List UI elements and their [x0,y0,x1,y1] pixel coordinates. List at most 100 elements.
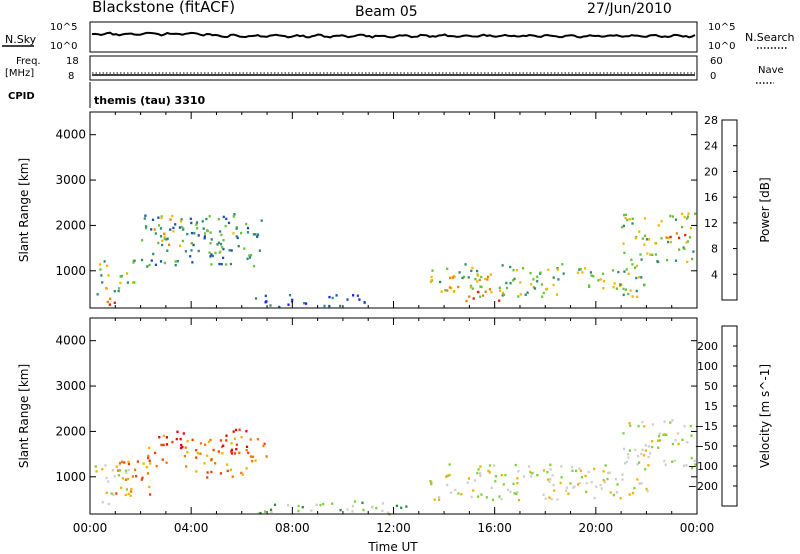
data-cell [160,443,163,447]
data-cell [248,254,251,257]
data-cell [429,280,432,284]
data-cell [246,257,249,260]
data-cell [356,294,359,297]
colorbar-tick-label: 200 [697,340,718,353]
data-cell [613,282,616,285]
data-cell [552,483,555,487]
data-cell [182,432,185,435]
data-cell [532,471,535,475]
x-tick-label: 00:00 [680,521,715,535]
data-cell [381,509,384,513]
data-cell [476,290,480,294]
data-cell [196,227,199,230]
data-cell [140,258,144,262]
data-cell [542,469,545,472]
data-cell [129,494,132,497]
data-cell [146,472,150,475]
data-cell [256,438,259,441]
data-cell [297,509,300,513]
data-cell [644,468,647,471]
colorbar-frame [721,119,738,301]
data-cell [315,503,318,506]
data-cell [462,275,466,279]
data-cell [438,498,441,502]
data-cell [519,281,522,284]
data-cell [658,439,662,442]
data-cell [504,473,507,477]
data-cell [127,468,130,472]
data-cell [485,496,488,499]
data-cell [629,289,632,292]
data-cell [446,267,449,270]
data-cell [654,242,657,245]
data-cell [132,261,135,264]
x-tick-label: 20:00 [579,521,614,535]
data-cell [172,230,175,233]
data-cell [622,293,625,297]
data-cell [579,268,582,271]
data-cell [454,488,457,492]
data-cell [677,442,680,446]
data-cell [219,230,222,233]
data-cell [176,430,179,433]
data-cell [186,440,189,443]
data-cell [479,474,482,477]
data-cell [622,287,625,291]
data-cell [540,283,544,286]
data-cell [305,302,308,305]
colorbar-tick-label: 28 [704,114,718,127]
data-cell [269,304,272,307]
data-cell [577,483,580,486]
velocity-colorbar-label: Velocity [m s^-1] [758,364,772,468]
data-cell [260,219,263,222]
data-cell [161,243,164,247]
data-cell [135,475,138,478]
data-cell [246,226,250,230]
data-cell [529,470,532,474]
data-cell [145,225,148,228]
data-cell [578,268,581,271]
data-cell [547,478,550,481]
data-cell [140,478,143,481]
data-cell [612,286,615,289]
data-cell [233,213,236,216]
data-cell [444,289,447,292]
data-cell [157,241,160,245]
data-cell [564,489,568,492]
data-cell [628,218,631,221]
data-cell [585,490,588,494]
data-cell [486,275,490,279]
data-cell [197,234,200,237]
data-cell [580,476,583,479]
data-cell [237,245,240,248]
data-cell [693,459,696,462]
data-cell [217,450,220,453]
data-cell [222,247,225,251]
data-cell [99,263,102,266]
data-cell [287,303,290,306]
data-cell [234,452,237,455]
data-cell [252,264,256,268]
data-cell [273,503,277,506]
data-cell [689,227,693,230]
data-cell [218,251,221,254]
data-cell [278,305,281,309]
data-cell [457,285,460,289]
data-cell [567,492,570,495]
data-cell [430,275,433,279]
data-cell [634,237,637,240]
data-cell [252,233,255,236]
data-cell [395,504,398,508]
data-cell [245,467,248,470]
data-cell [230,448,233,452]
data-cell [191,438,194,442]
data-cell [169,218,172,221]
data-cell [159,227,163,230]
data-cell [240,471,243,475]
data-cell [480,275,483,279]
data-cell [505,281,508,285]
data-cell [222,444,225,447]
data-cell [669,235,672,239]
data-cell [150,228,153,231]
data-cell [433,498,436,501]
